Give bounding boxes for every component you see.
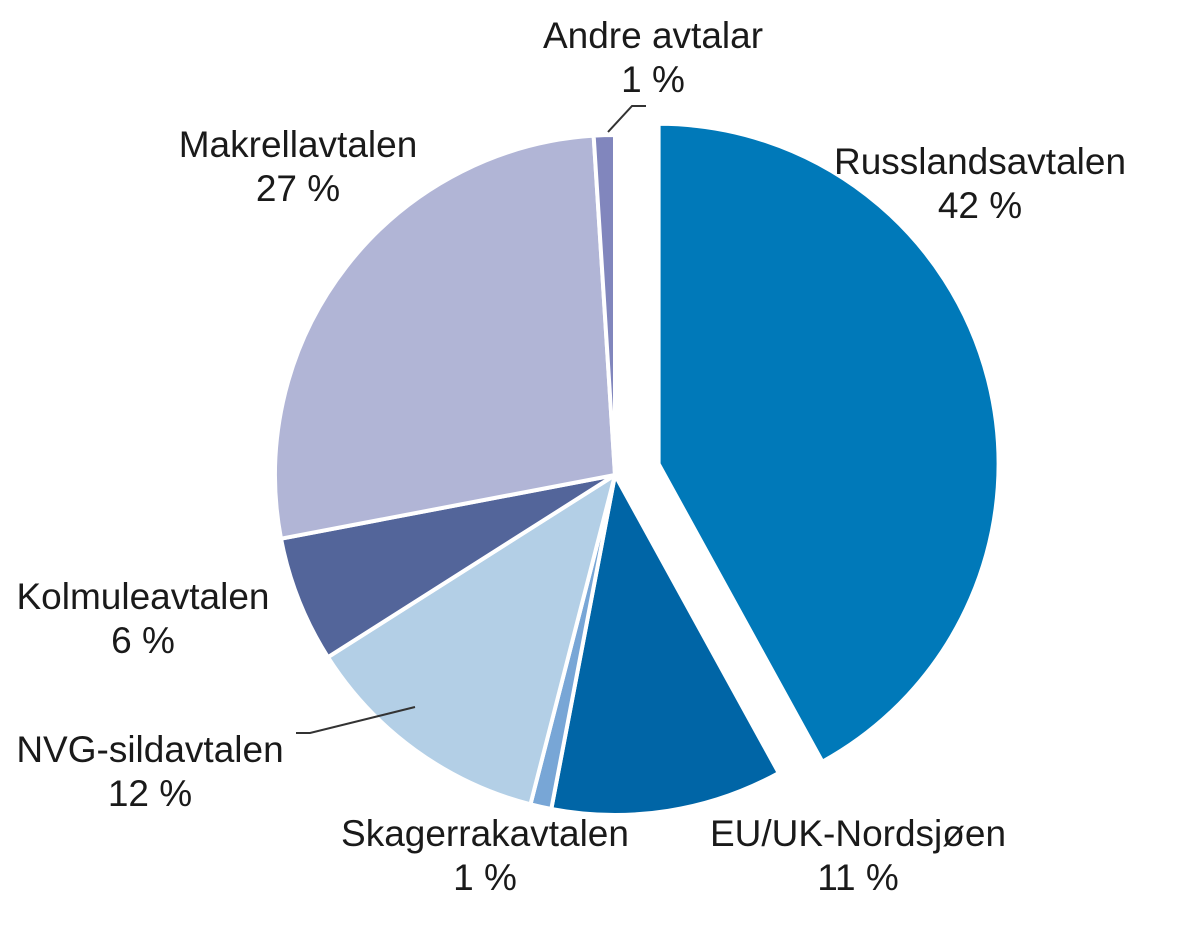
label-value: 42 %: [937, 185, 1023, 226]
label-nvg: NVG-sildavtalen 12 %: [16, 728, 283, 816]
label-name: Skagerrakavtalen: [341, 813, 629, 854]
pie-slice-eu-uk-nordsj-en: [549, 473, 781, 817]
pie-slice-andre-avtalar: [591, 133, 617, 477]
leader-line-nvg: [296, 706, 416, 734]
label-makrell: Makrellavtalen 27 %: [179, 123, 418, 211]
label-value: 11 %: [817, 857, 899, 898]
label-value: 27 %: [255, 168, 341, 209]
label-value: 12 %: [107, 773, 193, 814]
pie-slice-nvg-sildavtalen: [325, 473, 617, 807]
label-name: EU/UK-Nordsjøen: [709, 813, 1007, 854]
label-name: Makrellavtalen: [178, 124, 418, 165]
pie-slice-kolmuleavtalen: [279, 473, 617, 660]
label-name: Andre avtalar: [542, 15, 764, 56]
label-name: NVG-sildavtalen: [16, 729, 284, 770]
label-russland: Russlandsavtalen 42 %: [834, 140, 1126, 228]
label-value: 1 %: [621, 59, 685, 100]
label-skagerrak: Skagerrakavtalen 1 %: [341, 812, 629, 900]
pie-slice-makrellavtalen: [273, 133, 617, 541]
leader-line-andre: [607, 105, 646, 133]
label-value: 6 %: [111, 620, 175, 661]
label-andre: Andre avtalar 1 %: [543, 14, 763, 102]
label-kolmule: Kolmuleavtalen 6 %: [17, 575, 270, 663]
label-value: 1 %: [453, 857, 517, 898]
label-name: Kolmuleavtalen: [16, 576, 270, 617]
pie-slice-russlandsavtalen: [656, 121, 1001, 764]
label-euuk: EU/UK-Nordsjøen 11 %: [710, 812, 1006, 900]
label-name: Russlandsavtalen: [833, 141, 1127, 182]
